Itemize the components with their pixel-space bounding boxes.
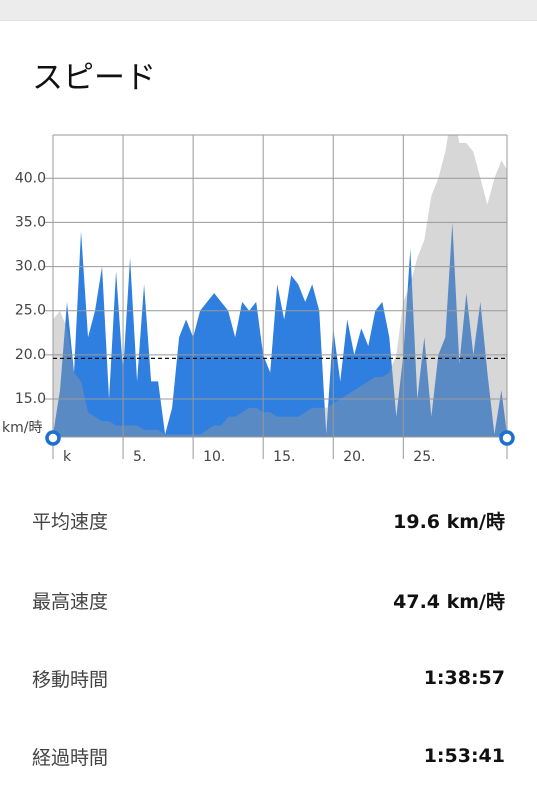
unit-label: km/時 xyxy=(2,420,42,436)
stat-value: 1:53:41 xyxy=(423,745,505,767)
stat-row: 経過時間 1:53:41 xyxy=(32,736,505,776)
stat-label: 移動時間 xyxy=(32,668,109,691)
stat-row: 平均速度 19.6 km/時 xyxy=(32,500,505,540)
stat-row: 最高速度 47.4 km/時 xyxy=(32,580,505,620)
x-tick-label: 5. xyxy=(133,449,146,465)
y-tick-label: 20.0 xyxy=(15,347,46,363)
range-handle[interactable] xyxy=(45,430,61,446)
page-title: スピード xyxy=(32,60,156,96)
y-tick-label: 15.0 xyxy=(15,391,46,407)
stat-label: 最高速度 xyxy=(32,590,109,613)
range-handle[interactable] xyxy=(499,430,515,446)
stat-value: 1:38:57 xyxy=(423,667,505,689)
stat-row: 移動時間 1:38:57 xyxy=(32,658,505,698)
stat-label: 平均速度 xyxy=(32,510,109,533)
x-tick-label: 15. xyxy=(273,449,295,465)
stat-value: 47.4 km/時 xyxy=(393,590,505,613)
stat-label: 経過時間 xyxy=(32,746,109,769)
area xyxy=(53,222,507,437)
chart: 15.0 20.0 25.0 30.0 35.0 40.0 k 5. 10. 15. 20. 25. k… xyxy=(2,134,515,465)
y-tick-label: 40.0 xyxy=(15,170,46,186)
x-tick-label: 25. xyxy=(413,449,435,465)
top-bar xyxy=(0,0,537,21)
y-tick-label: 35.0 xyxy=(15,214,46,230)
stat-value: 19.6 km/時 xyxy=(393,510,505,533)
y-tick-label: 25.0 xyxy=(15,303,46,319)
x-tick-label: 20. xyxy=(343,449,365,465)
x-tick-label: k xyxy=(63,449,72,465)
x-tick-label: 10. xyxy=(203,449,225,465)
y-tick-label: 30.0 xyxy=(15,259,46,275)
area xyxy=(53,135,507,437)
